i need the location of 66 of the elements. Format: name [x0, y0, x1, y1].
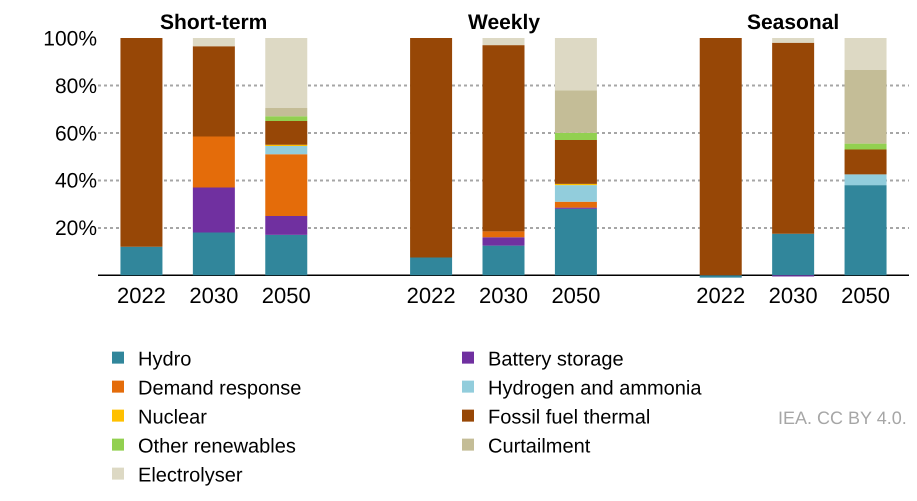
- bar: [844, 150, 887, 174]
- legend-label: Demand response: [138, 377, 302, 400]
- x-tick-label: 2022: [116, 283, 166, 308]
- bar: [554, 132, 597, 140]
- text: Seasonal: [747, 11, 840, 34]
- x-tick-label: 2030: [768, 283, 818, 308]
- bar: [844, 70, 887, 144]
- bar: [700, 38, 742, 276]
- bar: [482, 45, 524, 232]
- x-tick-label: 2030: [479, 283, 528, 308]
- bar: [844, 144, 887, 150]
- bar: [772, 42, 814, 234]
- text: Weekly: [468, 11, 540, 34]
- bar: [192, 232, 235, 276]
- bar: [265, 38, 308, 108]
- bar: [410, 38, 452, 258]
- bar: [265, 216, 308, 235]
- bar: [265, 121, 308, 145]
- bar: [482, 38, 524, 46]
- text: Short-term: [160, 11, 268, 34]
- legend-label: Other renewables: [138, 435, 296, 458]
- x-tick-label: 2022: [406, 283, 456, 308]
- bar: [772, 234, 814, 276]
- bar: [265, 154, 308, 216]
- x-tick-label: 2050: [262, 283, 311, 308]
- bar: [554, 38, 597, 90]
- bar: [265, 116, 308, 122]
- bar: [192, 187, 235, 233]
- bar: [772, 38, 814, 43]
- legend-label: Nuclear: [138, 406, 208, 428]
- bar: [120, 246, 162, 276]
- legend-label: Fossil fuel thermal: [488, 406, 650, 428]
- bar: [554, 202, 597, 208]
- bar: [844, 38, 887, 70]
- legend-label: Hydro: [138, 348, 192, 370]
- bar: [265, 108, 308, 116]
- bar: [192, 46, 235, 136]
- text: IEA. CC BY 4.0.: [778, 408, 907, 428]
- bar: [192, 38, 235, 46]
- x-tick-label: 2022: [696, 283, 746, 308]
- y-tick-label: 60%: [54, 122, 97, 146]
- bar: [265, 234, 308, 276]
- bar: [265, 146, 308, 154]
- x-tick-label: 2050: [551, 283, 600, 308]
- bar: [120, 38, 162, 247]
- legend-label: Hydrogen and ammonia: [488, 377, 702, 400]
- bar: [482, 237, 524, 246]
- bar: [554, 140, 597, 184]
- legend-label: Curtailment: [488, 435, 591, 458]
- bar: [554, 185, 597, 202]
- x-tick-label: 2030: [189, 283, 238, 308]
- y-tick-label: 40%: [54, 170, 97, 193]
- x-tick-label: 2050: [841, 283, 890, 308]
- bar: [410, 257, 452, 276]
- bar: [554, 208, 597, 276]
- bar: [844, 174, 887, 186]
- legend-label: Electrolyser: [138, 464, 243, 486]
- bar: [482, 231, 524, 238]
- bar: [482, 246, 524, 276]
- bar: [844, 185, 887, 276]
- legend-label: Battery storage: [488, 348, 624, 370]
- y-tick-label: 100%: [43, 27, 97, 50]
- bar: [192, 136, 235, 188]
- y-tick-label: 80%: [54, 74, 97, 98]
- y-tick-label: 20%: [54, 217, 97, 240]
- bar: [554, 90, 597, 133]
